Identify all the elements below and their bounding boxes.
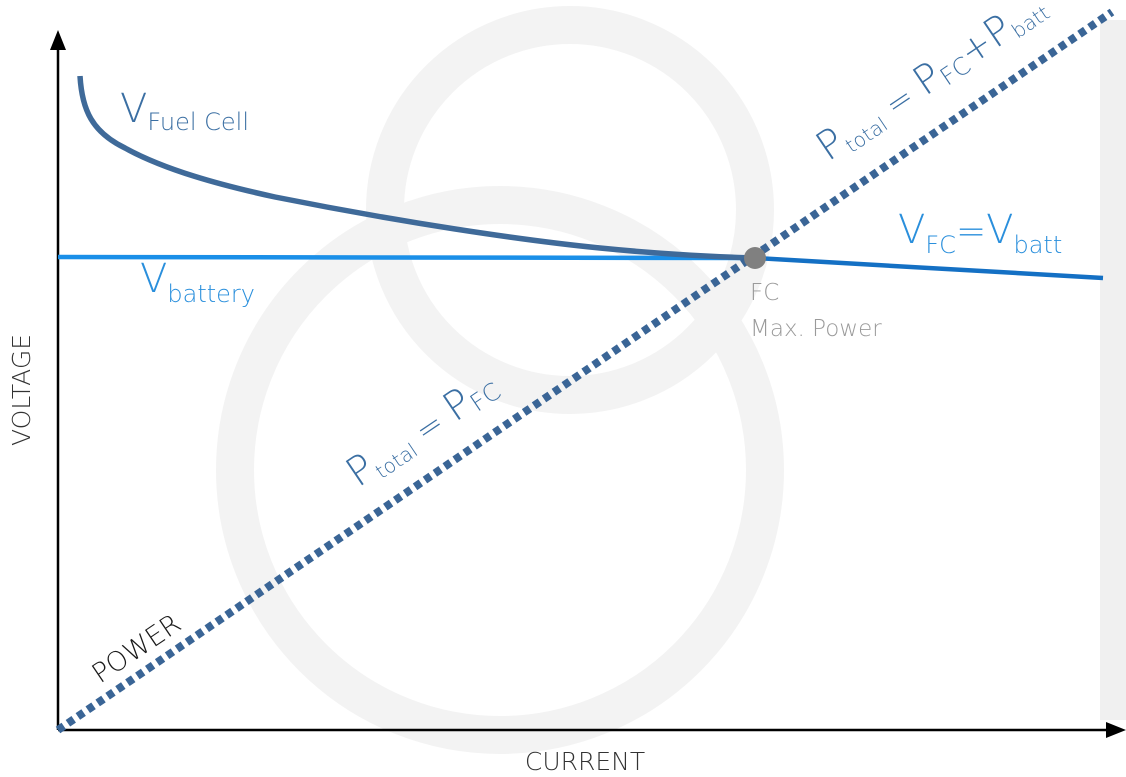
y-axis-arrow xyxy=(50,30,66,50)
battery-voltage-line xyxy=(57,254,756,261)
axes xyxy=(50,30,1126,738)
equal-voltage-line xyxy=(754,255,1104,281)
fc-max-power-point xyxy=(744,247,766,269)
battery-voltage-label: Vbattery xyxy=(140,256,255,308)
max-power-label-line1: FC xyxy=(750,280,779,306)
equal-voltage-label: VFC=Vbatt xyxy=(898,207,1062,259)
y-axis-label: VOLTAGE xyxy=(7,334,36,446)
watermark-logo xyxy=(216,6,784,754)
right-edge-bar xyxy=(1100,20,1126,720)
power-total-label: Ptotal = PFC+Pbatt xyxy=(808,0,1055,171)
x-axis-arrow xyxy=(1106,722,1126,738)
power-fc-label: Ptotal = PFC xyxy=(338,362,507,497)
power-label: POWER xyxy=(87,608,187,690)
fuel-cell-voltage-label: VFuel Cell xyxy=(120,86,249,136)
total-power-line xyxy=(55,8,1115,734)
fuel-cell-voltage-curve xyxy=(77,75,756,261)
x-axis-label: CURRENT xyxy=(525,747,645,776)
max-power-label-line2: Max. Power xyxy=(750,316,882,342)
